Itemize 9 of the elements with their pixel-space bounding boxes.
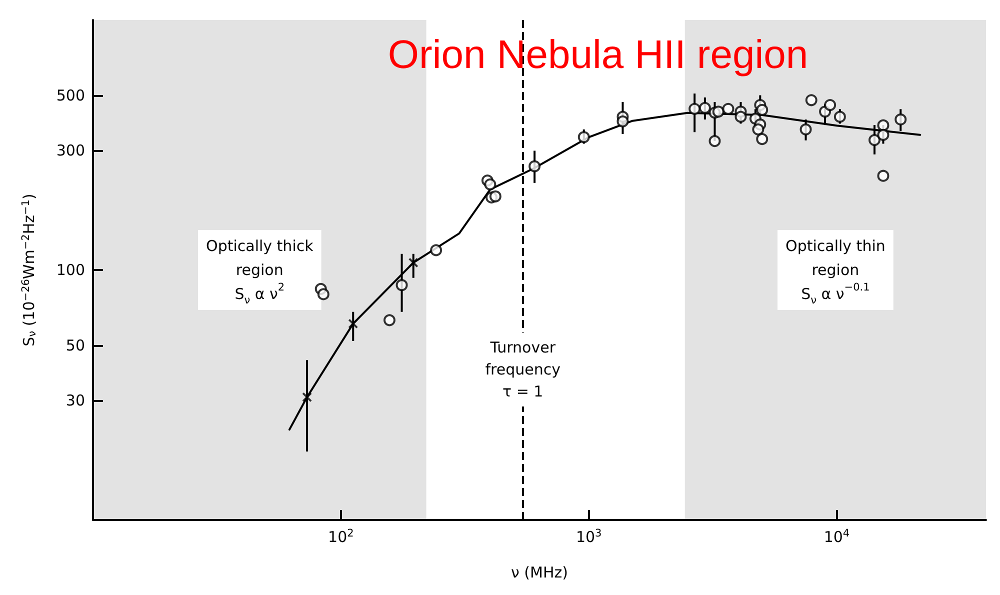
y-tick-label: 300 bbox=[56, 142, 85, 160]
y-tick-label: 500 bbox=[56, 86, 85, 104]
y-tick-label: 50 bbox=[66, 336, 85, 354]
text: Sν (10−26Wm−2Hz−1) bbox=[20, 194, 38, 346]
y-tick-label: 30 bbox=[66, 392, 85, 410]
annotation: Turnover frequency τ = 1 bbox=[485, 338, 561, 400]
y-tick-label: 100 bbox=[56, 261, 85, 279]
x-axis-title: ν (MHz) bbox=[511, 564, 568, 582]
chart-title: Orion Nebula HII region bbox=[388, 33, 808, 77]
